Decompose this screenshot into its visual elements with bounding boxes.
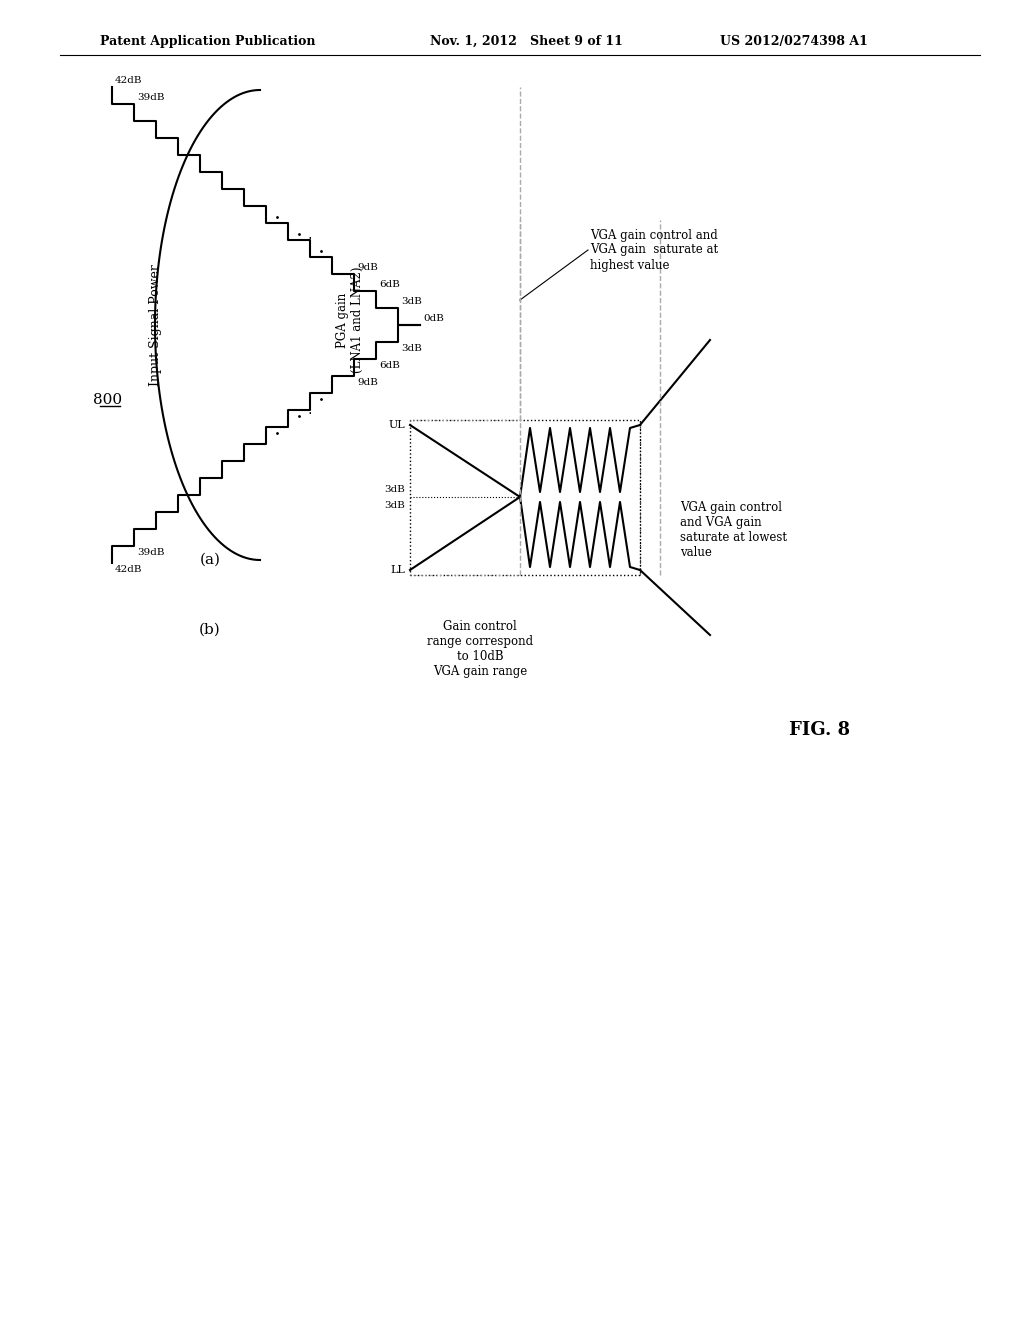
Text: US 2012/0274398 A1: US 2012/0274398 A1 [720, 36, 868, 48]
Bar [410, 420, 640, 576]
Text: 6dB: 6dB [379, 280, 400, 289]
Text: Gain control
range correspond
to 10dB
VGA gain range: Gain control range correspond to 10dB VG… [427, 620, 534, 678]
Text: FIG. 8: FIG. 8 [790, 721, 851, 739]
Text: :: : [307, 403, 312, 417]
Text: 42dB: 42dB [115, 565, 142, 574]
Text: 39dB: 39dB [137, 548, 165, 557]
Text: 800: 800 [93, 393, 123, 407]
Text: 9dB: 9dB [357, 378, 378, 387]
Text: (b): (b) [199, 623, 221, 638]
Text: 3dB: 3dB [401, 345, 422, 352]
Text: Patent Application Publication: Patent Application Publication [100, 36, 315, 48]
Text: (a): (a) [200, 553, 220, 568]
Text: 3dB: 3dB [401, 297, 422, 306]
Text: 3dB: 3dB [384, 484, 406, 494]
Text: 9dB: 9dB [357, 263, 378, 272]
Text: UL: UL [388, 420, 406, 430]
Text: 6dB: 6dB [379, 360, 400, 370]
Text: 42dB: 42dB [115, 77, 142, 84]
Text: 39dB: 39dB [137, 92, 165, 102]
Text: VGA gain control and
VGA gain  saturate at
highest value: VGA gain control and VGA gain saturate a… [590, 228, 718, 272]
Text: 3dB: 3dB [384, 500, 406, 510]
Text: Nov. 1, 2012   Sheet 9 of 11: Nov. 1, 2012 Sheet 9 of 11 [430, 36, 623, 48]
Text: Input Signal Power: Input Signal Power [148, 264, 162, 385]
Text: 0dB: 0dB [423, 314, 443, 323]
Text: VGA gain control
and VGA gain
saturate at lowest
value: VGA gain control and VGA gain saturate a… [680, 502, 787, 558]
Text: :: : [307, 234, 312, 247]
Text: LL: LL [390, 565, 406, 576]
Text: PGA gain
(LNA1 and LNA2): PGA gain (LNA1 and LNA2) [336, 267, 364, 374]
